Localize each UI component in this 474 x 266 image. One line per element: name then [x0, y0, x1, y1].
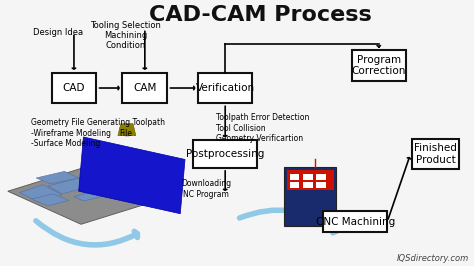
Text: CAM: CAM [133, 83, 156, 93]
FancyBboxPatch shape [303, 174, 313, 180]
FancyBboxPatch shape [317, 182, 326, 188]
Text: Geometry File
-Wireframe Modeling
-Surface Modeling: Geometry File -Wireframe Modeling -Surfa… [31, 118, 111, 148]
FancyBboxPatch shape [193, 140, 257, 168]
Text: Program
Correction: Program Correction [352, 55, 406, 76]
Polygon shape [36, 171, 79, 184]
FancyBboxPatch shape [323, 211, 387, 232]
Polygon shape [48, 178, 93, 194]
Text: Design Idea: Design Idea [33, 28, 83, 38]
Text: Verification: Verification [196, 83, 255, 93]
Text: CAD: CAD [63, 83, 85, 93]
Polygon shape [74, 191, 105, 201]
FancyBboxPatch shape [303, 182, 313, 188]
FancyBboxPatch shape [284, 167, 336, 226]
Text: CNC Machining: CNC Machining [316, 217, 395, 227]
Text: Toolpath Error Detection
Tool Collision
Geometry Verificartion: Toolpath Error Detection Tool Collision … [216, 113, 309, 143]
FancyBboxPatch shape [290, 182, 300, 188]
Polygon shape [79, 137, 185, 214]
Text: CAD-CAM Process: CAD-CAM Process [149, 5, 372, 25]
FancyBboxPatch shape [317, 174, 326, 180]
FancyBboxPatch shape [52, 73, 96, 103]
Text: Postprocessing: Postprocessing [186, 149, 264, 159]
FancyBboxPatch shape [412, 139, 459, 169]
FancyBboxPatch shape [122, 73, 167, 103]
FancyBboxPatch shape [198, 73, 252, 103]
Polygon shape [8, 165, 166, 224]
Text: Finished
Product: Finished Product [414, 143, 457, 165]
Polygon shape [31, 194, 69, 206]
Polygon shape [19, 185, 62, 202]
Text: IQSdirectory.com: IQSdirectory.com [396, 254, 469, 263]
Text: Tooling Selection
Machining
Condition: Tooling Selection Machining Condition [91, 20, 161, 50]
FancyBboxPatch shape [352, 50, 406, 81]
Polygon shape [118, 124, 136, 136]
Polygon shape [125, 124, 129, 136]
Text: Generating Toolpath
File: Generating Toolpath File [87, 118, 165, 138]
FancyBboxPatch shape [290, 174, 300, 180]
FancyBboxPatch shape [287, 170, 334, 190]
Text: Downloading
NC Program: Downloading NC Program [181, 179, 231, 199]
